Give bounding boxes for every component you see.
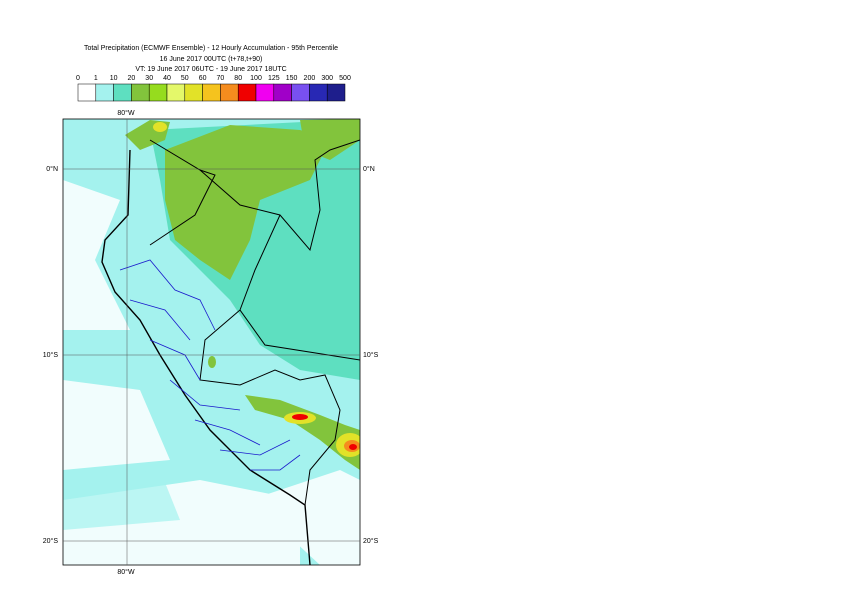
legend-label: 30 — [145, 75, 153, 82]
legend-label: 300 — [321, 75, 333, 82]
legend-box — [220, 83, 239, 102]
legend-label: 80 — [234, 75, 242, 82]
legend-box — [77, 83, 97, 102]
legend: 0 1 10 20 30 40 50 60 70 80 100 125 150 200 300 500 — [76, 75, 351, 102]
lat-label: 0°N — [46, 165, 58, 173]
legend-box — [95, 83, 114, 102]
subtitle: 16 June 2017 00UTC (t+78,t+90) — [160, 56, 263, 63]
legend-box — [255, 83, 275, 102]
legend-box — [309, 83, 328, 102]
legend-label: 50 — [181, 75, 189, 82]
lat-label: 10°S — [43, 351, 59, 359]
legend-label: 200 — [304, 75, 316, 82]
legend-label: 20 — [128, 75, 136, 82]
legend-label: 0 — [76, 75, 80, 82]
lat-label: 0°N — [363, 165, 375, 173]
legend-box — [113, 83, 132, 102]
legend-label: 10 — [110, 75, 118, 82]
lat-label: 10°S — [363, 351, 379, 359]
legend-label: 100 — [250, 75, 262, 82]
legend-box — [148, 83, 168, 102]
legend-box — [273, 83, 292, 102]
legend-label: 40 — [163, 75, 171, 82]
legend-box — [166, 83, 186, 102]
valid-time: VT: 19 June 2017 06UTC - 19 June 2017 18… — [135, 66, 286, 73]
legend-box — [291, 83, 310, 102]
legend-label: 70 — [217, 75, 225, 82]
precip-field — [63, 119, 360, 565]
legend-label: 125 — [268, 75, 280, 82]
legend-box — [202, 83, 221, 102]
map: 80°W 80°W 0°N 10°S 20°S 0°N 10°S 20°S — [43, 109, 379, 576]
legend-label: 60 — [199, 75, 207, 82]
lat-label: 20°S — [363, 537, 379, 545]
legend-box — [184, 83, 203, 102]
legend-box — [131, 83, 150, 102]
lon-label: 80°W — [117, 568, 135, 576]
lat-label: 20°S — [43, 537, 59, 545]
legend-label: 500 — [339, 75, 351, 82]
legend-label: 1 — [94, 75, 98, 82]
legend-box — [237, 83, 257, 102]
legend-box — [326, 83, 346, 102]
lon-label: 80°W — [117, 109, 135, 117]
legend-label: 150 — [286, 75, 298, 82]
title: Total Precipitation (ECMWF Ensemble) - 1… — [84, 45, 338, 52]
